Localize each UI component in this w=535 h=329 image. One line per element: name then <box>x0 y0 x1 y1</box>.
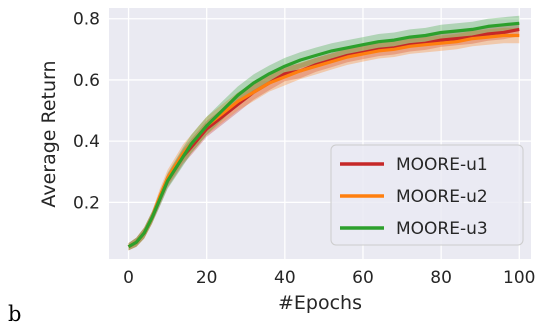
x-tick-label: 80 <box>430 268 452 288</box>
tick-labels: 0 20 40 60 80 100 0.2 0.4 0.6 0.8 <box>73 10 535 288</box>
legend-label: MOORE-u3 <box>396 219 488 239</box>
y-tick-label: 0.6 <box>73 71 100 91</box>
x-tick-label: 20 <box>196 268 218 288</box>
series-3-band <box>128 15 520 251</box>
x-tick-label: 100 <box>503 268 535 288</box>
y-tick-label: 0.4 <box>73 132 100 152</box>
legend-box <box>330 144 524 246</box>
x-tick-label: 40 <box>274 268 296 288</box>
error-bands <box>128 15 520 251</box>
legend-label: MOORE-u2 <box>396 187 488 207</box>
series-lines <box>127 21 520 249</box>
y-tick-label: 0.8 <box>73 10 100 30</box>
x-axis-label: #Epochs <box>278 292 362 314</box>
series-3-line <box>127 21 520 249</box>
x-tick-label: 60 <box>352 268 374 288</box>
legend: MOORE-u1 MOORE-u2 MOORE-u3 <box>330 144 524 246</box>
y-tick-label: 0.2 <box>73 193 100 213</box>
panel-label: b <box>8 302 22 326</box>
series-1-band <box>128 22 520 251</box>
series-2-line <box>127 33 520 249</box>
x-tick-label: 0 <box>123 268 134 288</box>
legend-label: MOORE-u1 <box>396 155 488 175</box>
y-axis-label: Average Return <box>38 60 60 207</box>
